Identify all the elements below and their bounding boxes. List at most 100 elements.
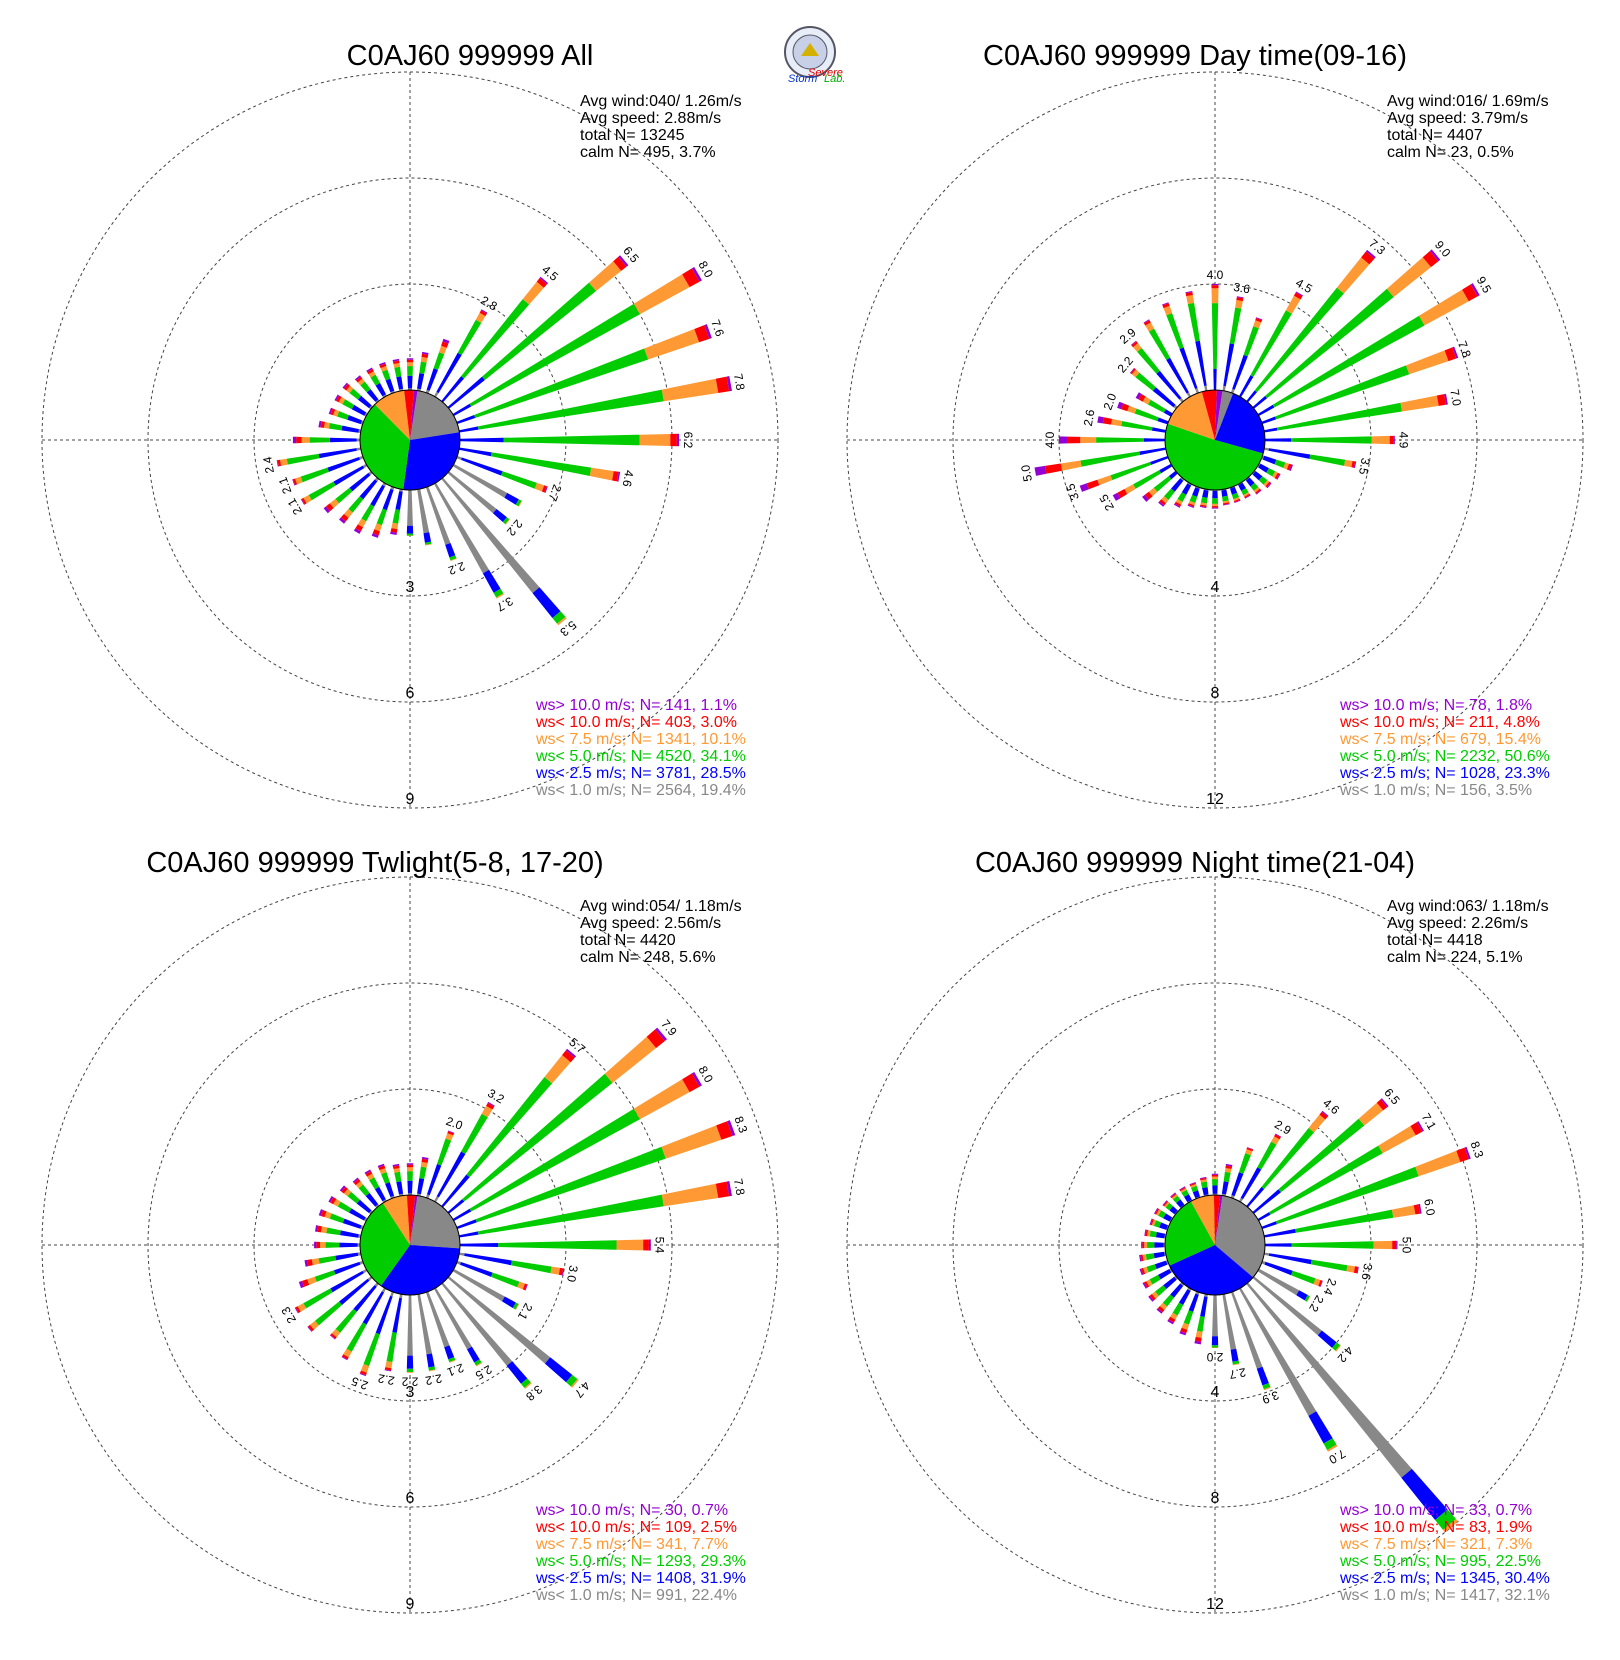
bar-segment-gt10 xyxy=(1211,1173,1219,1175)
bar-segment-lt25 xyxy=(1139,447,1166,455)
bar-segment-lt10 xyxy=(384,1367,392,1371)
bar-segment-lt25 xyxy=(1163,409,1173,417)
bar-segment-lt1 xyxy=(1195,388,1199,394)
bar-segment-lt1 xyxy=(374,477,379,482)
bar-segment-lt10 xyxy=(558,1267,564,1276)
bar-segment-lt5 xyxy=(337,411,349,420)
bar-110deg xyxy=(456,1260,528,1291)
bar-segment-lt25 xyxy=(1261,1221,1277,1229)
bar-segment-lt75 xyxy=(505,519,510,525)
bar-segment-lt75 xyxy=(307,1276,317,1285)
bar-segment-lt1 xyxy=(1257,1268,1300,1296)
bar-segment-lt5 xyxy=(1275,1166,1419,1225)
bar-150deg xyxy=(1237,482,1251,499)
bar-segment-gt10 xyxy=(390,531,397,535)
bar-segment-lt25 xyxy=(426,1353,435,1368)
stat-line: total N= 4407 xyxy=(1387,127,1483,144)
bar-segment-lt75 xyxy=(1232,1363,1240,1366)
bar-segment-lt25 xyxy=(329,437,357,443)
bar-segment-lt5 xyxy=(428,1366,436,1371)
bar-segment-lt25 xyxy=(1317,1330,1337,1348)
bar-270deg xyxy=(292,436,360,444)
bar-180deg xyxy=(1211,490,1219,509)
bar-segment-lt5 xyxy=(1166,313,1184,349)
bar-segment-lt10 xyxy=(1462,284,1478,302)
bar-segment-lt75 xyxy=(445,1133,454,1141)
bar-140deg xyxy=(441,477,567,626)
bar-segment-lt25 xyxy=(532,587,561,618)
bar-value-label: 6.2 xyxy=(681,432,695,449)
bar-30deg xyxy=(434,1101,495,1203)
bar-segment-lt75 xyxy=(1181,1322,1189,1330)
bar-value-label: 3.6 xyxy=(1359,1262,1376,1281)
bar-segment-lt25 xyxy=(333,465,365,486)
bar-250deg xyxy=(292,455,364,486)
bar-280deg xyxy=(315,1225,362,1238)
bar-segment-lt75 xyxy=(518,500,523,507)
bar-segment-gt10 xyxy=(448,1130,455,1134)
bar-segment-lt1 xyxy=(434,1287,472,1350)
bar-50deg xyxy=(447,255,629,409)
bar-segment-lt5 xyxy=(1295,1209,1394,1233)
bar-segment-lt1 xyxy=(407,1295,413,1356)
bar-segment-lt25 xyxy=(1231,1172,1244,1197)
bar-segment-lt75 xyxy=(1263,480,1270,487)
bar-segment-lt10 xyxy=(1225,1165,1233,1169)
bar-segment-lt5 xyxy=(1162,1294,1174,1307)
bar-segment-gt10 xyxy=(704,324,712,339)
bar-segment-lt5 xyxy=(1158,1210,1166,1219)
bar-segment-lt25 xyxy=(366,389,379,402)
logo-text-severe: Severe xyxy=(808,67,843,79)
bar-segment-lt75 xyxy=(1148,487,1158,497)
bar-segment-lt25 xyxy=(1211,1336,1219,1346)
bar-segment-lt25 xyxy=(1264,1228,1296,1238)
bar-0deg xyxy=(1211,284,1219,390)
bar-340deg xyxy=(1162,302,1199,394)
bar-segment-gt10 xyxy=(562,1268,565,1276)
bar-230deg xyxy=(1142,470,1178,502)
bar-segment-lt75 xyxy=(385,1361,393,1369)
bar-60deg xyxy=(452,267,702,416)
bar-segment-lt5 xyxy=(1165,1202,1173,1211)
pie-slice-lt75 xyxy=(1167,391,1215,440)
bar-segment-lt5 xyxy=(1197,1316,1205,1332)
bar-segment-lt10 xyxy=(1286,463,1292,471)
bar-segment-lt5 xyxy=(511,1260,552,1274)
bar-segment-lt10 xyxy=(1211,285,1219,289)
bar-segment-lt5 xyxy=(469,1108,640,1212)
legend-entry: ws< 2.5 m/s; N= 1345, 30.4% xyxy=(1339,1570,1550,1587)
bar-segment-gt10 xyxy=(1199,1176,1207,1179)
bar-segment-lt75 xyxy=(604,1036,657,1083)
pie-slice-lt10 xyxy=(1213,1194,1221,1245)
bar-segment-gt10 xyxy=(691,267,702,282)
bar-segment-lt5 xyxy=(1110,462,1152,481)
bar-segment-lt10 xyxy=(1150,1218,1154,1226)
bar-230deg xyxy=(323,471,373,514)
bar-segment-lt10 xyxy=(1274,1134,1281,1140)
bar-segment-gt10 xyxy=(1320,1280,1323,1287)
bar-segment-lt1 xyxy=(362,1268,368,1274)
pie-slice-lt75 xyxy=(382,1195,410,1245)
bar-segment-lt10 xyxy=(541,485,547,493)
bar-segment-lt5 xyxy=(360,381,371,393)
bar-segment-lt25 xyxy=(385,378,395,393)
panel-title: C0AJ60 999999 Twlight(5-8, 17-20) xyxy=(146,847,603,879)
bar-segment-gt10 xyxy=(1112,492,1121,501)
bar-segment-lt5 xyxy=(478,389,664,430)
bar-segment-lt10 xyxy=(1180,1327,1188,1334)
bar-segment-lt25 xyxy=(347,415,362,425)
bar-segment-lt1 xyxy=(399,1294,403,1299)
bar-segment-lt5 xyxy=(407,1171,413,1181)
bar-segment-lt25 xyxy=(1240,1167,1262,1200)
bar-segment-lt10 xyxy=(447,1131,455,1136)
bar-segment-lt75 xyxy=(1211,1176,1219,1180)
bar-segment-lt5 xyxy=(1164,488,1175,500)
ring-label: 6 xyxy=(406,685,415,702)
bar-segment-lt25 xyxy=(382,488,394,511)
bar-100deg xyxy=(459,447,621,482)
bar-segment-lt75 xyxy=(1245,1149,1253,1156)
bar-segment-lt25 xyxy=(544,1357,573,1383)
bar-segment-lt75 xyxy=(367,1173,375,1181)
bar-segment-lt25 xyxy=(1246,1186,1265,1208)
bar-segment-lt1 xyxy=(390,1291,394,1297)
